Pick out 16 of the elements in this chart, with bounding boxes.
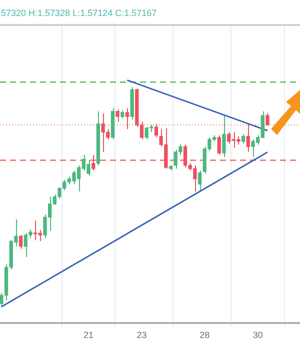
candlestick bbox=[266, 112, 270, 126]
x-tick-label: 23 bbox=[136, 330, 147, 340]
x-tick-label: 28 bbox=[200, 330, 210, 340]
candlestick bbox=[241, 134, 246, 144]
text: 57320 H:1.57328 L:1.57124 C:1.57167 bbox=[0, 0, 300, 26]
candlestick bbox=[125, 108, 130, 130]
candlestick bbox=[198, 170, 202, 191]
candlestick bbox=[18, 234, 23, 250]
candlestick bbox=[116, 108, 120, 122]
candlestick bbox=[154, 123, 158, 138]
x-tick-label: 21 bbox=[84, 330, 94, 340]
candlestick bbox=[217, 134, 221, 156]
candlestick bbox=[246, 123, 250, 152]
candlestick bbox=[222, 114, 226, 158]
x-tick-label: 30 bbox=[252, 330, 263, 340]
candlestick bbox=[92, 154, 96, 172]
